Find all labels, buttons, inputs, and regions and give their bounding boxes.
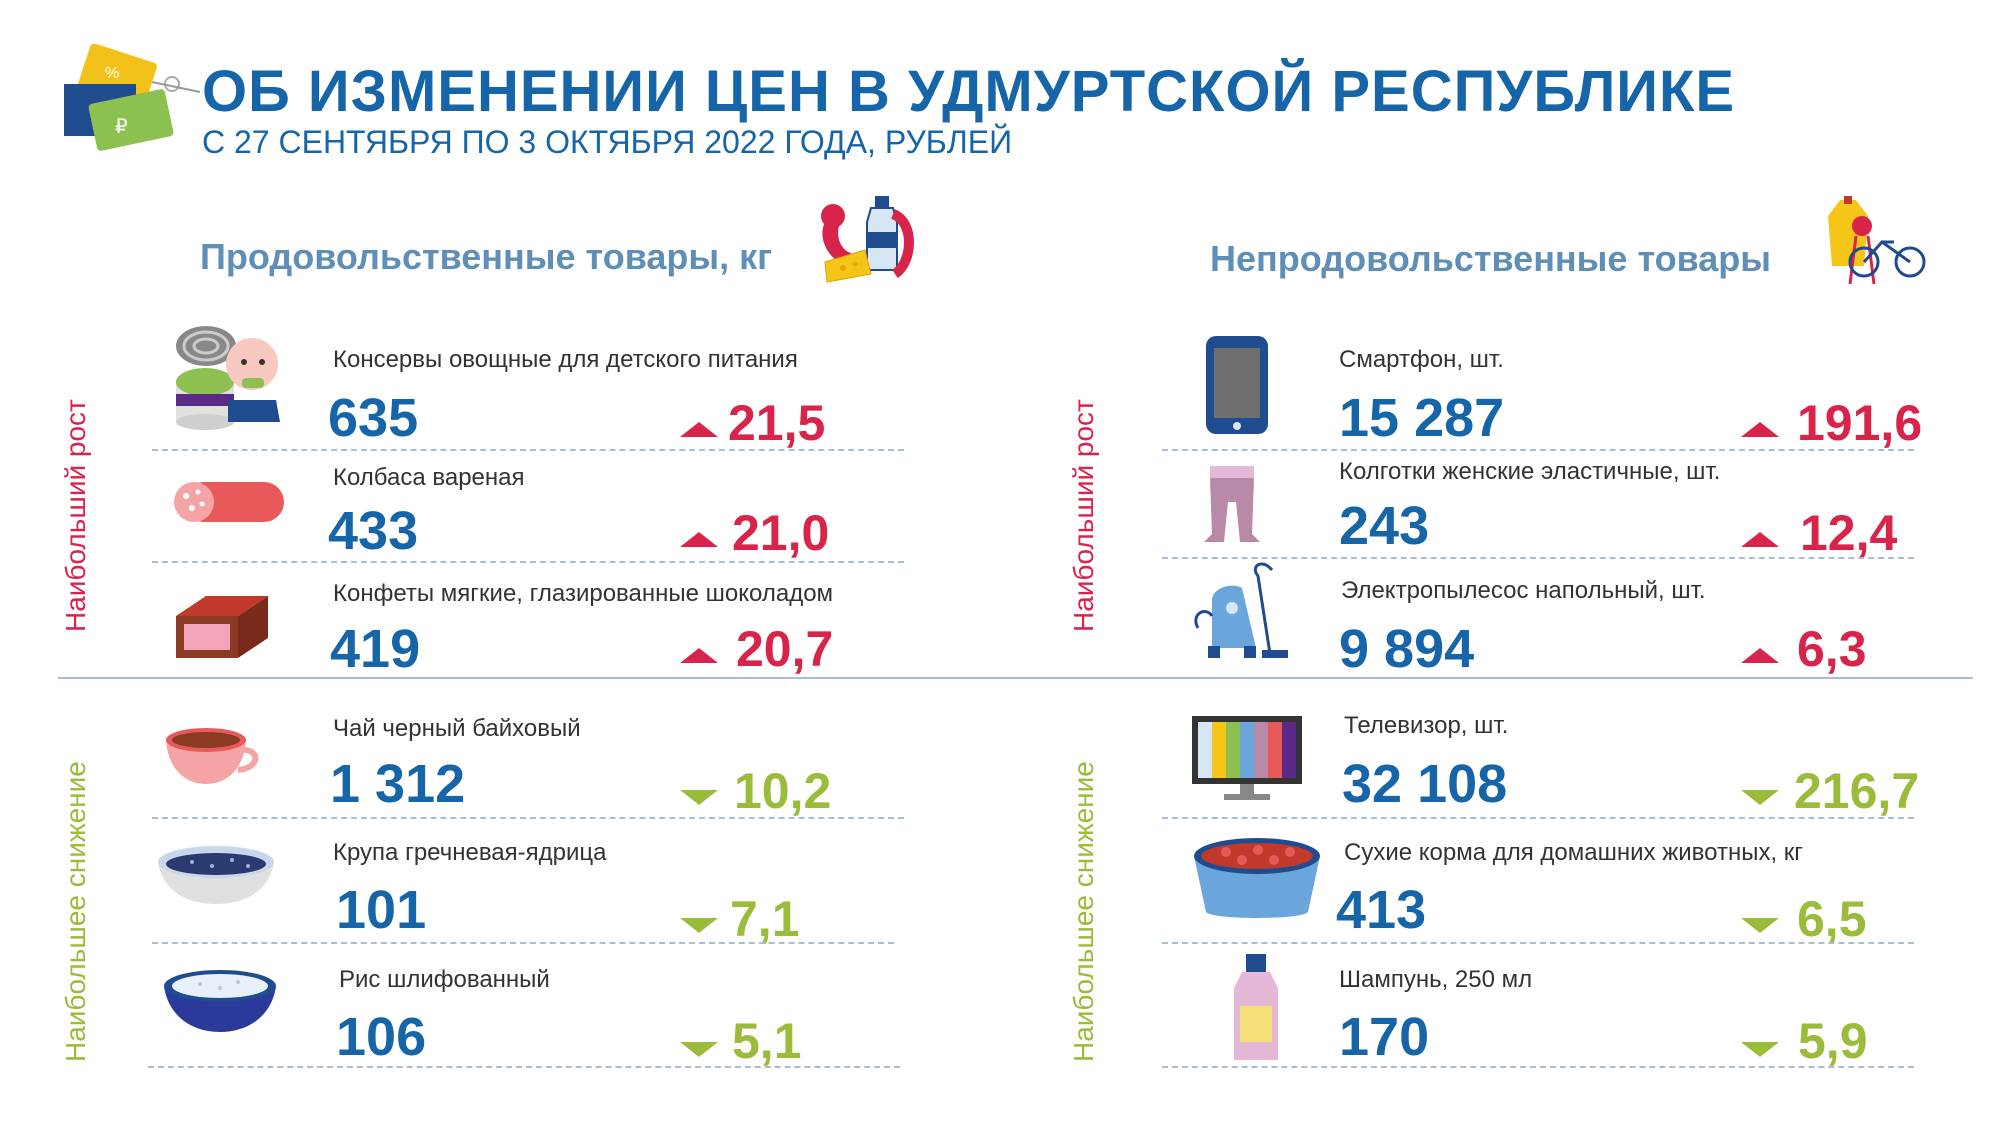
nonfood-item-change-3: 216,7: [1794, 763, 1920, 819]
nonfood-item-change-1: 12,4: [1800, 505, 1898, 561]
price-tags-logo-icon: ₽ %: [60, 44, 200, 164]
down-arrow-icon: [680, 918, 718, 933]
page-title: ОБ ИЗМЕНЕНИИ ЦЕН В УДМУРТСКОЙ РЕСПУБЛИКЕ: [202, 59, 1736, 124]
sausage-icon: [170, 478, 290, 528]
candy-icon: [172, 592, 272, 664]
nonfood-item-price-5: 170: [1339, 1007, 1430, 1067]
nonfood-item-name-0: Смартфон, шт.: [1339, 346, 1504, 373]
nonfood-item-change-2: 6,3: [1797, 621, 1867, 677]
svg-text:%: %: [105, 65, 119, 82]
food-item-name-3: Чай черный байховый: [333, 715, 581, 742]
down-arrow-icon: [680, 790, 718, 805]
nonfood-drop-label: Наибольшее снижение: [1068, 761, 1099, 1062]
row-divider: [152, 817, 904, 819]
nonfood-item-price-0: 15 287: [1339, 388, 1505, 448]
rise-drop-divider: [58, 677, 1973, 679]
baby-food-can-icon: [170, 322, 290, 432]
nonfood-item-name-5: Шампунь, 250 мл: [1339, 966, 1533, 993]
up-arrow-icon: [680, 648, 718, 663]
nonfood-item-price-2: 9 894: [1339, 619, 1475, 679]
down-arrow-icon: [1741, 918, 1779, 933]
food-item-name-2: Конфеты мягкие, глазированные шоколадом: [333, 580, 834, 607]
nonfood-item-change-4: 6,5: [1797, 891, 1867, 947]
vacuum-cleaner-icon: [1192, 558, 1298, 664]
up-arrow-icon: [680, 422, 718, 437]
nonfood-item-change-0: 191,6: [1797, 395, 1923, 451]
up-arrow-icon: [1741, 422, 1779, 437]
row-divider: [152, 449, 904, 451]
row-divider: [1162, 817, 1914, 819]
food-item-change-2: 20,7: [736, 621, 834, 677]
rice-bowl-icon: [160, 966, 280, 1036]
food-item-name-1: Колбаса вареная: [333, 464, 525, 491]
svg-text:₽: ₽: [115, 116, 128, 138]
food-item-name-4: Крупа гречневая-ядрица: [333, 839, 607, 866]
row-divider: [1162, 557, 1914, 559]
food-item-change-3: 10,2: [734, 763, 832, 819]
nonfood-item-name-2: Электропылесос напольный, шт.: [1341, 577, 1706, 604]
page-subtitle: С 27 СЕНТЯБРЯ ПО 3 ОКТЯБРЯ 2022 ГОДА, РУ…: [202, 124, 1013, 160]
food-item-name-0: Консервы овощные для детского питания: [333, 346, 798, 373]
food-item-name-5: Рис шлифованный: [339, 966, 550, 993]
row-divider: [152, 942, 894, 944]
tights-icon: [1202, 464, 1262, 546]
food-item-price-1: 433: [328, 501, 419, 561]
food-item-price-0: 635: [328, 388, 419, 448]
clothes-bicycle-icon: [1820, 196, 1930, 288]
nonfood-section-heading: Непродовольственные товары: [1210, 238, 1772, 279]
food-item-change-0: 21,5: [728, 395, 826, 451]
nonfood-item-name-4: Сухие корма для домашних животных, кг: [1344, 839, 1804, 866]
nonfood-item-change-5: 5,9: [1798, 1013, 1868, 1069]
nonfood-item-name-3: Телевизор, шт.: [1344, 712, 1509, 739]
buckwheat-bowl-icon: [152, 842, 280, 908]
tv-icon: [1190, 714, 1304, 804]
row-divider: [148, 1066, 900, 1068]
row-divider: [1162, 1066, 1914, 1068]
tea-cup-icon: [162, 722, 262, 792]
food-item-change-5: 5,1: [732, 1013, 802, 1069]
food-item-price-3: 1 312: [330, 754, 466, 814]
row-divider: [1162, 942, 1914, 944]
smartphone-icon: [1204, 334, 1272, 436]
food-rise-label: Наибольший рост: [60, 399, 91, 632]
food-item-price-4: 101: [336, 880, 427, 940]
row-divider: [1162, 449, 1914, 451]
down-arrow-icon: [680, 1042, 718, 1057]
nonfood-item-price-1: 243: [1339, 496, 1430, 556]
nonfood-item-price-4: 413: [1336, 880, 1427, 940]
nonfood-item-price-3: 32 108: [1342, 754, 1508, 814]
nonfood-item-name-1: Колготки женские эластичные, шт.: [1339, 458, 1721, 485]
row-divider: [152, 561, 904, 563]
food-drop-label: Наибольшее снижение: [60, 761, 91, 1062]
groceries-icon: [815, 192, 915, 284]
food-section-heading: Продовольственные товары, кг: [200, 236, 773, 277]
down-arrow-icon: [1741, 1042, 1779, 1057]
down-arrow-icon: [1741, 790, 1779, 805]
shampoo-bottle-icon: [1232, 952, 1280, 1064]
pet-food-bowl-icon: [1190, 834, 1324, 922]
up-arrow-icon: [1741, 648, 1779, 663]
up-arrow-icon: [680, 532, 718, 547]
food-item-price-2: 419: [330, 619, 421, 679]
up-arrow-icon: [1741, 532, 1779, 547]
food-item-price-5: 106: [336, 1007, 427, 1067]
food-item-change-1: 21,0: [732, 505, 830, 561]
nonfood-rise-label: Наибольший рост: [1068, 399, 1099, 632]
food-item-change-4: 7,1: [730, 891, 800, 947]
